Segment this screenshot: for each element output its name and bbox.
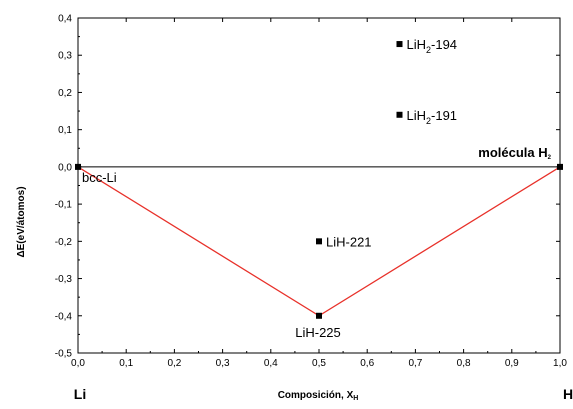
x-tick-label: 0,2 (167, 358, 181, 369)
y-tick-label: 0,2 (58, 88, 72, 99)
data-points (75, 41, 563, 319)
x-tick-label: 0,4 (264, 358, 278, 369)
data-point (396, 111, 403, 118)
x-tick-label: 0,0 (71, 358, 85, 369)
point-label: bcc-Li (82, 170, 117, 185)
x-tick-label: 0,7 (408, 358, 422, 369)
data-point (316, 238, 322, 245)
y-tick-label: -0,4 (55, 311, 73, 322)
data-point (75, 163, 81, 170)
x-tick-label: 0,9 (505, 358, 519, 369)
y-axis-ticks: 0,4 0,3 0,2 0,1 0,0 -0,1 -0,2 -0,3 -0,4 -0,5 (55, 14, 560, 360)
end-label-left: Li (74, 386, 86, 402)
y-tick-label: -0,3 (55, 274, 73, 285)
x-axis-label-sub: H (353, 395, 358, 402)
x-tick-label: 0,6 (360, 358, 374, 369)
y-tick-label: 0,0 (58, 162, 72, 173)
x-tick-label: 0,1 (119, 358, 133, 369)
y-tick-label: 0,3 (58, 51, 72, 62)
data-point (316, 312, 322, 319)
y-tick-label: -0,2 (55, 237, 73, 248)
point-label: LiH-221 (326, 234, 372, 249)
y-tick-label: 0,4 (58, 14, 72, 25)
x-axis-label: Composición, XH (278, 390, 359, 402)
y-tick-label: -0,1 (55, 200, 73, 211)
y-tick-label: -0,5 (55, 349, 73, 360)
x-axis-ticks: 0,0 0,1 0,2 0,3 0,4 0,5 0,6 0,7 0,8 0,9 1,0 (71, 18, 567, 369)
point-label: LiH2-191 (406, 108, 457, 126)
data-point (557, 163, 563, 170)
x-tick-label: 0,5 (312, 358, 326, 369)
point-label: LiH2-194 (406, 37, 457, 55)
y-axis-label: ΔE(eV/átomos) (16, 186, 27, 257)
point-label: molécula H2 (478, 145, 551, 161)
x-axis-label-main: Composición, X (278, 390, 354, 401)
y-tick-label: 0,1 (58, 125, 72, 136)
end-label-right: H (563, 386, 573, 402)
x-tick-label: 0,8 (457, 358, 471, 369)
x-tick-label: 0,3 (216, 358, 230, 369)
point-labels: bcc-Li LiH-225 LiH-221 LiH2-194 LiH2-191 molé… (82, 37, 552, 340)
x-tick-label: 1,0 (553, 358, 567, 369)
point-label: LiH-225 (295, 325, 341, 340)
data-point (396, 41, 403, 48)
